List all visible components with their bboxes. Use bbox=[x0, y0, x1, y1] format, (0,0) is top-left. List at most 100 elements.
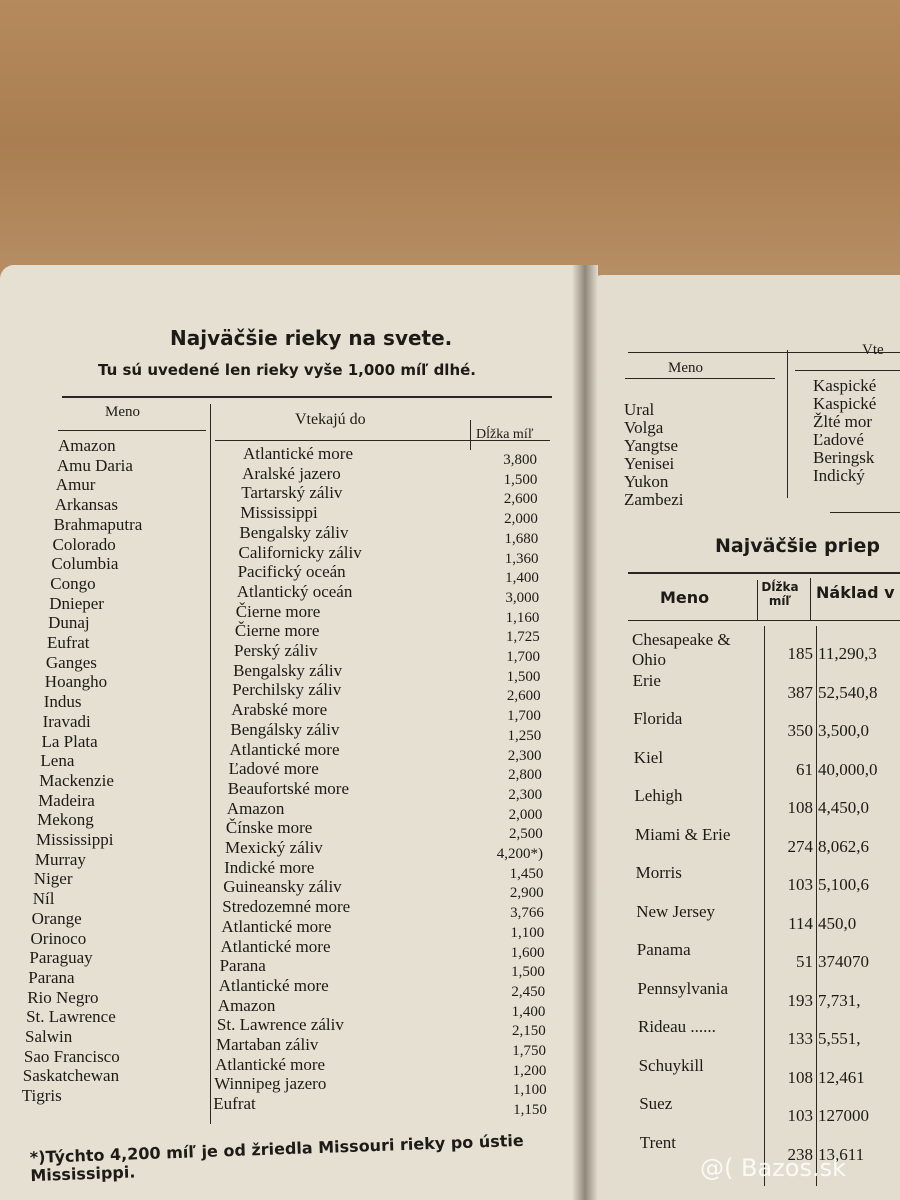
river-mouth: Tartarský záliv bbox=[241, 483, 343, 503]
river-length: 1,400 bbox=[505, 570, 539, 587]
river-name: Mackenzie bbox=[39, 770, 114, 790]
rule bbox=[62, 396, 552, 398]
canal-length: 350 bbox=[787, 721, 814, 740]
river-length: 2,450 bbox=[511, 983, 546, 1000]
river-name: Amu Daria bbox=[56, 455, 133, 475]
canal-name: Trent bbox=[639, 1132, 677, 1152]
river-mouth: Atlantické more bbox=[215, 1054, 326, 1074]
canal-cost: 7,731, bbox=[818, 990, 861, 1010]
river-mouth: Čierne more bbox=[234, 621, 320, 641]
river-mouth: Ľadové bbox=[813, 430, 864, 449]
river-length: 2,900 bbox=[509, 885, 544, 902]
canal-cost: 8,062,6 bbox=[818, 836, 869, 856]
river-length: 1,360 bbox=[504, 550, 539, 567]
rule bbox=[58, 430, 206, 431]
river-length: 1,100 bbox=[510, 924, 545, 941]
river-mouth: Stredozemné more bbox=[222, 897, 351, 917]
rule bbox=[470, 420, 471, 450]
river-name: St. Lawrence bbox=[26, 1007, 116, 1027]
rule bbox=[210, 404, 211, 1124]
river-length: 1,700 bbox=[506, 649, 540, 665]
river-length: 2,600 bbox=[506, 688, 541, 705]
column-header: Dĺžka míľ bbox=[761, 580, 799, 608]
river-length: 1,200 bbox=[512, 1062, 547, 1079]
rule bbox=[628, 352, 900, 353]
river-name: Dunaj bbox=[48, 613, 90, 633]
river-name: Congo bbox=[50, 573, 96, 593]
canal-cost: 374070 bbox=[818, 952, 869, 971]
river-name: Madeira bbox=[38, 790, 95, 810]
river-mouth: St. Lawrence záliv bbox=[216, 1015, 344, 1035]
river-mouth: Čierne more bbox=[235, 601, 321, 621]
rule bbox=[810, 578, 811, 620]
canal-name: Pennsylvania bbox=[637, 978, 729, 998]
river-mouth: Mexický záliv bbox=[225, 838, 323, 857]
river-length: 1,500 bbox=[506, 668, 541, 685]
river-mouth: Amazon bbox=[217, 995, 276, 1015]
canal-name: Kiel bbox=[633, 747, 664, 767]
river-name: Colorado bbox=[52, 534, 116, 554]
river-name: Yangtse bbox=[624, 436, 679, 455]
river-length: 2,800 bbox=[508, 767, 542, 784]
spine bbox=[572, 265, 598, 1200]
river-name: Mekong bbox=[37, 810, 94, 830]
rule bbox=[628, 572, 900, 574]
canal-cost: 4,450,0 bbox=[818, 798, 869, 817]
canal-cost: 3,500,0 bbox=[818, 721, 869, 740]
river-mouth: Žlté mor bbox=[813, 412, 873, 431]
river-length: 2,000 bbox=[504, 511, 538, 528]
column-header: Meno bbox=[105, 404, 140, 420]
river-mouth: Ľadové more bbox=[228, 759, 319, 779]
river-length: 1,680 bbox=[504, 530, 539, 547]
river-name: Arkansas bbox=[54, 495, 118, 515]
river-mouth: Atlantické more bbox=[243, 444, 353, 463]
column-header: Vte bbox=[862, 342, 884, 358]
river-mouth: Kaspické bbox=[813, 376, 877, 395]
river-name: Zambezi bbox=[624, 490, 684, 509]
river-length: 4,200*) bbox=[496, 846, 543, 862]
river-length: 1,150 bbox=[513, 1102, 547, 1119]
rule bbox=[625, 378, 775, 379]
canals-title: Najväčšie priep bbox=[715, 535, 880, 557]
river-mouth: Beringsk bbox=[813, 448, 875, 467]
river-name: Paraguay bbox=[29, 948, 93, 968]
canal-length: 108 bbox=[787, 1067, 814, 1087]
canal-name: Panama bbox=[636, 940, 691, 959]
river-mouth: Guineansky záliv bbox=[223, 877, 342, 897]
canal-name: Schuykill bbox=[638, 1055, 704, 1075]
river-name: Mississippi bbox=[36, 830, 114, 849]
river-name: Salwin bbox=[25, 1027, 73, 1046]
canal-length: 387 bbox=[787, 682, 814, 702]
river-mouth: Mississippi bbox=[240, 503, 318, 523]
canal-name: Rideau ...... bbox=[638, 1017, 716, 1036]
canal-length: 133 bbox=[787, 1029, 814, 1048]
canal-name: Chesapeake & Ohio bbox=[632, 630, 731, 669]
river-mouth: Californicky záliv bbox=[238, 542, 362, 562]
river-mouth: Indický bbox=[813, 466, 865, 485]
column-header: Náklad v bbox=[816, 583, 895, 602]
canal-length: 61 bbox=[796, 759, 813, 779]
river-name: Amur bbox=[55, 475, 96, 495]
river-mouth: Amazon bbox=[226, 798, 285, 818]
canal-name: Morris bbox=[635, 863, 682, 882]
river-name: Amazon bbox=[58, 436, 116, 455]
river-length: 1,450 bbox=[509, 865, 544, 882]
river-length: 1,400 bbox=[511, 1003, 546, 1020]
rule bbox=[795, 370, 900, 371]
title: Najväčšie rieky na svete. bbox=[170, 326, 453, 350]
right-page bbox=[592, 275, 900, 1200]
river-mouth: Čínske more bbox=[225, 818, 313, 838]
river-length: 1,250 bbox=[507, 727, 542, 744]
river-mouth: Kaspické bbox=[813, 394, 877, 413]
canal-cost: 52,540,8 bbox=[818, 682, 878, 702]
canal-name: New Jersey bbox=[636, 901, 716, 921]
river-length: 1,500 bbox=[503, 471, 538, 488]
river-mouth: Martaban záliv bbox=[216, 1035, 319, 1054]
river-length: 2,300 bbox=[507, 747, 542, 764]
river-mouth: Bengálsky záliv bbox=[230, 719, 340, 739]
canal-length: 274 bbox=[787, 836, 814, 856]
canal-name: Miami & Erie bbox=[635, 824, 731, 844]
river-mouth: Pacifický oceán bbox=[237, 562, 346, 582]
river-name: Tigris bbox=[21, 1086, 62, 1106]
canal-cost: 5,100,6 bbox=[818, 875, 869, 894]
